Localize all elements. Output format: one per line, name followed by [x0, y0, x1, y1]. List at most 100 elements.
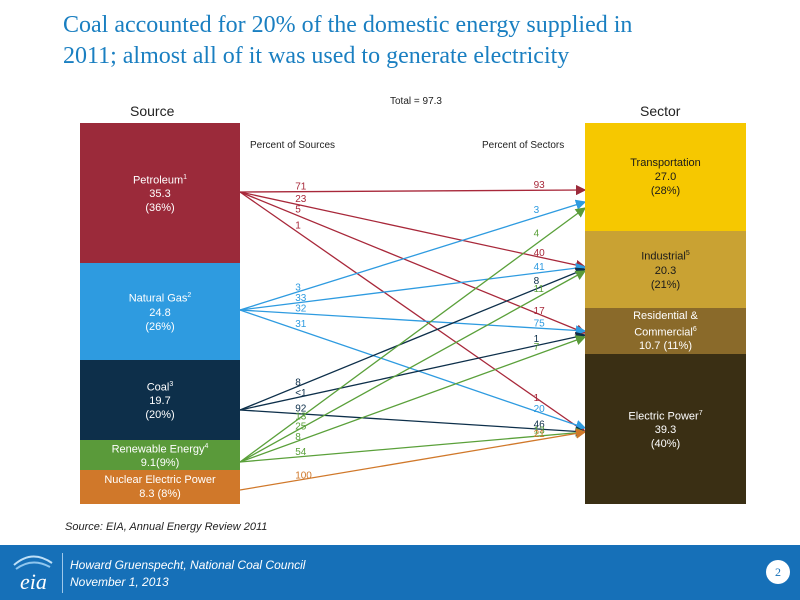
source-box-2: Coal3 19.7 (20%): [80, 360, 240, 440]
source-name-text: Coal: [146, 381, 170, 394]
sector-percent: (40%): [650, 438, 681, 451]
source-box-1: Natural Gas2 24.8 (26%): [80, 263, 240, 360]
source-footnote: 2: [187, 292, 192, 300]
footer-presenter: Howard Gruenspecht, National Coal Counci…: [70, 558, 306, 572]
flow-source-percent-13: 8: [295, 432, 301, 443]
source-footnote: 3: [169, 380, 174, 388]
sector-header: Sector: [640, 103, 681, 119]
flow-arrow-5: [239, 262, 587, 311]
percent-of-sources-label: Percent of Sources: [250, 140, 336, 151]
source-value: 9.1(9%): [140, 457, 180, 470]
source-footnote: 4: [204, 442, 209, 450]
source-value: 19.7: [149, 395, 171, 408]
sector-value: 39.3: [654, 424, 677, 437]
footer-divider: [62, 553, 63, 593]
flow-source-percent-5: 33: [295, 293, 307, 304]
flow-source-percent-11: 13: [295, 411, 307, 422]
flow-sector-percent-14: 13: [534, 426, 546, 437]
percent-of-sectors-label: Percent of Sectors: [482, 140, 565, 151]
slide-title: Coal accounted for 20% of the domestic e…: [63, 10, 783, 72]
flow-arrow-2: [239, 191, 587, 335]
flow-arrow-0: [239, 184, 587, 196]
flow-source-percent-0: 71: [295, 182, 307, 193]
flow-arrow-1: [239, 191, 587, 271]
source-name: Coal3: [147, 378, 174, 395]
sector-name: Transportation: [630, 156, 701, 170]
flow-source-percent-10: 92: [295, 404, 307, 415]
flow-source-percent-1: 23: [295, 194, 307, 205]
flow-sector-percent-11: 4: [534, 228, 540, 239]
sector-value: 20.3: [654, 264, 677, 277]
sector-percent: (21%): [650, 278, 681, 291]
flow-arrow-11: [239, 207, 587, 463]
source-note: Source: EIA, Annual Energy Review 2011: [65, 521, 268, 533]
sector-name-text-2: Commercial: [634, 326, 693, 339]
sector-name-text: Transportation: [630, 157, 701, 169]
source-value: 8.3 (8%): [139, 488, 181, 500]
source-header: Source: [130, 103, 175, 119]
slide-title-line-2: 2011; almost all of it was used to gener…: [63, 43, 570, 69]
flow-source-percent-14: 54: [295, 447, 307, 458]
total-label: Total = 97.3: [390, 96, 442, 107]
flow-sector-percent-1: 40: [534, 248, 546, 259]
footer-bar: eia Howard Gruenspecht, National Coal Co…: [0, 545, 800, 600]
slide-title-line-1: Coal accounted for 20% of the domestic e…: [63, 12, 633, 38]
flow-sector-percent-9: 1: [534, 334, 540, 345]
flow-arrow-8: [239, 267, 587, 411]
flow-sector-percent-2: 17: [534, 306, 546, 317]
sector-footnote: 6: [692, 325, 697, 333]
flow-sector-percent-0: 93: [534, 180, 546, 191]
sector-name: Residential & Commercial6: [633, 309, 698, 340]
flow-sector-percent-3: 1: [534, 393, 540, 404]
sector-name-text: Industrial: [641, 250, 686, 263]
source-footnote: 1: [183, 173, 188, 181]
flow-arrow-4: [239, 199, 587, 311]
sector-footnote: 5: [685, 250, 690, 258]
eia-logo-arcs: [13, 555, 53, 570]
source-box-0: Petroleum1 35.3 (36%): [80, 123, 240, 263]
sector-box-2: Residential & Commercial6 10.7 (11%): [585, 308, 746, 354]
source-name-text: Renewable Energy: [111, 443, 205, 456]
flow-sector-percent-10: 46: [534, 419, 546, 430]
flow-sector-percent-6: 75: [534, 318, 546, 329]
source-percent: (20%): [145, 409, 175, 422]
source-box-4: Nuclear Electric Power 8.3 (8%): [80, 470, 240, 504]
eia-logo: eia: [8, 551, 56, 594]
source-name: Petroleum1: [133, 171, 187, 188]
flow-source-percent-15: 100: [295, 471, 312, 482]
sector-value: 10.7 (11%): [639, 340, 692, 353]
flow-arrow-9: [239, 331, 587, 411]
flow-source-percent-9: <1: [295, 388, 307, 399]
flow-sector-percent-8: 8: [534, 276, 540, 287]
flow-arrow-3: [239, 191, 587, 433]
flow-sector-percent-7: 20: [534, 404, 546, 415]
flow-source-percent-7: 31: [295, 319, 307, 330]
flow-sector-percent-5: 41: [534, 262, 546, 273]
flow-source-percent-12: 25: [295, 421, 307, 432]
source-value: 24.8: [149, 306, 171, 319]
sector-percent: (28%): [650, 185, 681, 197]
source-name: Natural Gas2: [129, 289, 192, 306]
page-number: 2: [766, 560, 790, 584]
flow-sector-percent-15: 21: [534, 429, 546, 440]
eia-logo-text: eia: [20, 569, 47, 594]
sector-box-0: Transportation 27.0 (28%): [585, 123, 746, 231]
flow-sector-percent-12: 11: [534, 284, 545, 295]
flow-source-percent-2: 5: [295, 205, 301, 216]
flow-arrow-12: [239, 270, 587, 463]
sector-footnote: 7: [698, 409, 703, 417]
flow-arrow-10: [239, 409, 587, 437]
sector-box-1: Industrial5 20.3 (21%): [585, 231, 746, 308]
source-percent: (36%): [145, 202, 175, 215]
flow-sector-percent-4: 3: [534, 205, 540, 216]
footer-date: November 1, 2013: [70, 575, 169, 589]
source-name: Nuclear Electric Power: [104, 473, 215, 487]
flow-arrow-7: [239, 309, 587, 430]
source-name: Renewable Energy4: [112, 440, 209, 457]
flow-arrow-15: [239, 428, 587, 491]
source-percent: (26%): [145, 320, 175, 333]
flow-source-percent-6: 32: [295, 303, 307, 314]
flow-source-percent-3: 1: [295, 220, 301, 231]
sector-name: Industrial5: [641, 247, 690, 264]
